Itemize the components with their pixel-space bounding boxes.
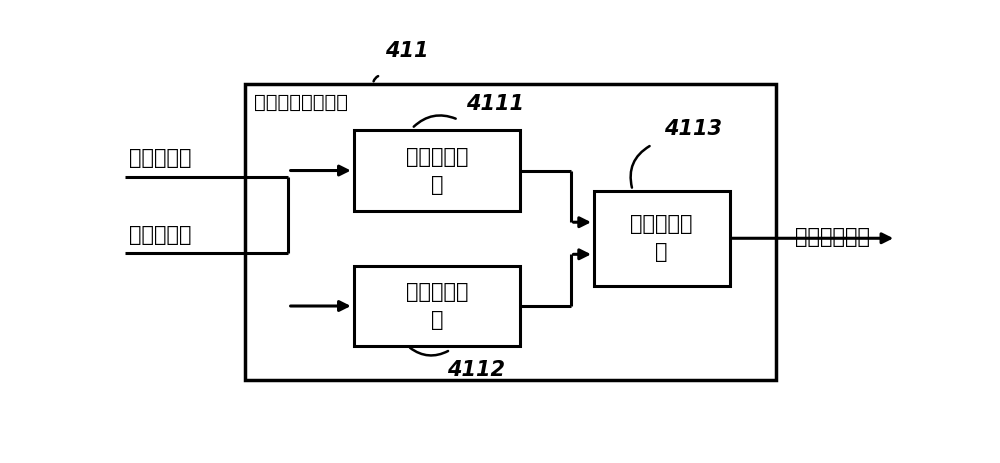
Text: 交流相电压: 交流相电压 <box>129 148 191 168</box>
Text: 4113: 4113 <box>664 119 722 139</box>
Text: 电网连接辨
识: 电网连接辨 识 <box>630 214 693 262</box>
Text: 交流线电压: 交流线电压 <box>129 225 191 244</box>
Text: 4112: 4112 <box>447 360 505 381</box>
Bar <box>354 131 520 211</box>
Bar <box>354 266 520 346</box>
Bar <box>594 191 730 286</box>
Text: 411: 411 <box>385 41 428 61</box>
Text: 电压幅値辨
识: 电压幅値辨 识 <box>406 146 468 194</box>
Text: 4111: 4111 <box>466 94 524 114</box>
Text: 电网连接识别模块: 电网连接识别模块 <box>254 93 348 112</box>
Bar <box>245 84 776 380</box>
Text: 电网连接状态: 电网连接状态 <box>795 227 870 247</box>
Text: 电压极性辨
识: 电压极性辨 识 <box>406 282 468 330</box>
